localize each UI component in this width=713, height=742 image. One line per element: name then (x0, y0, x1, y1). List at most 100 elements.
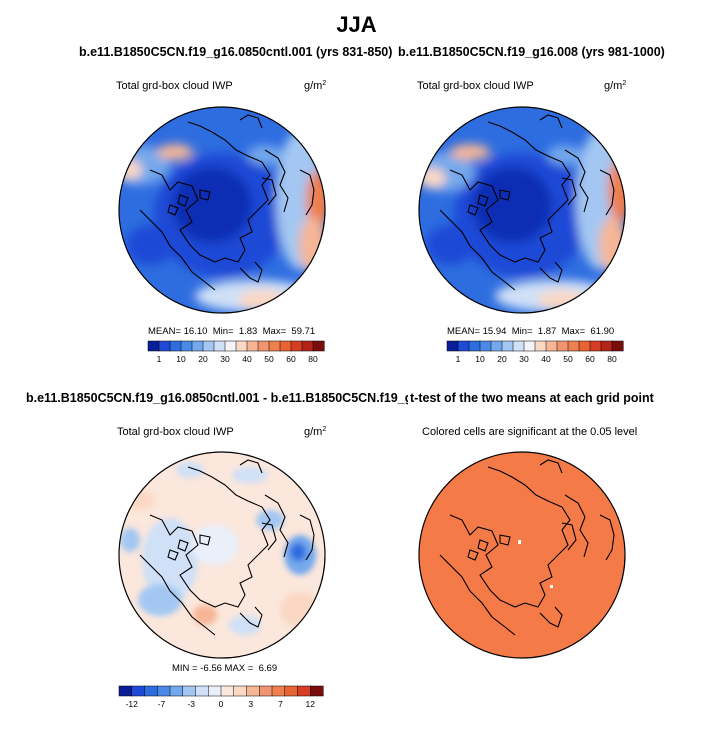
colorbar-panel3-swatch (118, 685, 133, 697)
colorbar-panel1-tick-label: 20 (198, 354, 208, 364)
colorbar-panel2-tick-label: 60 (585, 354, 595, 364)
panel2-title: b.e11.B1850C5CN.f19_g16.008 (yrs 981-100… (398, 45, 665, 59)
colorbar-panel3-swatch (284, 685, 299, 697)
colorbar-panel1-swatch (235, 340, 248, 352)
colorbar-panel3-swatch (310, 685, 324, 697)
colorbar-panel1-swatch (191, 340, 204, 352)
figure-title: JJA (336, 12, 377, 37)
colorbar-panel3-swatch (157, 685, 171, 697)
colorbar-panel2-tick-label: 50 (563, 354, 573, 364)
colorbar-panel3-tick-label: -3 (187, 699, 195, 709)
colorbar-panel1-swatch (268, 340, 281, 352)
colorbar-panel1-tick-label: 60 (286, 354, 296, 364)
colorbar-panel2-tick-label: 30 (519, 354, 529, 364)
colorbar-panel3-swatch (246, 685, 260, 697)
panel1-title: b.e11.B1850C5CN.f19_g16.0850cntl.001 (yr… (79, 45, 393, 59)
colorbar-panel3-swatch (144, 685, 158, 697)
colorbar-panel2-swatch (567, 340, 580, 352)
colorbar-panel2-tick-label: 20 (497, 354, 507, 364)
panel3-unit: g/m2 (304, 426, 327, 438)
colorbar-panel1-swatch (257, 340, 270, 352)
colorbar-panel3-swatch (259, 685, 273, 697)
colorbar-panel1-swatch (213, 340, 226, 352)
colorbar-panel1-swatch (279, 340, 292, 352)
colorbar-panel1-tick-label: 80 (308, 354, 318, 364)
colorbar-panel1-swatch (301, 340, 314, 352)
colorbar-panel3-swatch (169, 685, 184, 697)
colorbar-panel1-tick-label: 50 (264, 354, 274, 364)
colorbar-panel2-swatch (490, 340, 503, 352)
colorbar-panel2-swatch (600, 340, 613, 352)
panel4-title: t-test of the two means at each grid poi… (408, 391, 654, 405)
colorbar-panel2-tick-label: 1 (456, 354, 461, 364)
panel2-stats: MEAN= 15.94 Min= 1.87 Max= 61.90 (447, 326, 615, 337)
colorbar-panel3-tick-label: 7 (278, 699, 283, 709)
colorbar-panel1-swatch (169, 340, 182, 352)
colorbar-panel3-swatch (271, 685, 286, 697)
colorbar-panel2-swatch (556, 340, 569, 352)
colorbar-panel3-swatch (195, 685, 209, 697)
colorbar-panel3-swatch (233, 685, 248, 697)
colorbar-panel2-swatch (523, 340, 536, 352)
colorbar-panel2-swatch (545, 340, 558, 352)
coastlines-panel2 (439, 114, 615, 291)
colorbar-panel2-swatch (589, 340, 602, 352)
panel1-variable: Total grd-box cloud IWP (116, 80, 233, 92)
colorbar-panel2-swatch (468, 340, 481, 352)
colorbar-panel3-tick-label: 3 (248, 699, 253, 709)
colorbar-panel1-swatch (224, 340, 237, 352)
colorbar-panel1-tick-label: 10 (176, 354, 186, 364)
colorbar-panel2-swatch (446, 340, 459, 352)
colorbar-panel1-swatch (180, 340, 193, 352)
colorbar-panel1-tick-label: 40 (242, 354, 252, 364)
map-border-panel2 (418, 106, 626, 314)
map-panel2 (419, 107, 625, 313)
colorbar-panel2-tick-label: 80 (607, 354, 617, 364)
coastlines-panel3 (139, 459, 315, 636)
colorbar-panel3-swatch (208, 685, 222, 697)
colorbar-panel1-swatch (202, 340, 215, 352)
colorbar-panel2-swatch (457, 340, 470, 352)
colorbar-panel2-swatch (479, 340, 492, 352)
panel1-stats: MEAN= 16.10 Min= 1.83 Max= 59.71 (148, 326, 316, 337)
colorbar-panel2-swatch (534, 340, 547, 352)
colorbar-panel2: 1 10 20 30 40 50 60 80 (446, 340, 624, 364)
colorbar-panel2-tick-label: 10 (475, 354, 485, 364)
map-panel4 (419, 452, 625, 658)
colorbar-panel3-tick-label: -7 (158, 699, 166, 709)
panel3-variable: Total grd-box cloud IWP (117, 426, 234, 438)
colorbar-panel2-swatch (501, 340, 514, 352)
colorbar-panel3-swatch (182, 685, 197, 697)
colorbar-panel3-swatch (131, 685, 146, 697)
map-panel1 (119, 107, 325, 313)
colorbar-panel1-swatch (290, 340, 303, 352)
panel3-stats: MIN = -6.56 MAX = 6.69 (172, 663, 278, 674)
panel2-variable: Total grd-box cloud IWP (417, 80, 534, 92)
colorbar-panel1-tick-label: 1 (157, 354, 162, 364)
colorbar-panel1-tick-label: 30 (220, 354, 230, 364)
colorbar-panel3-swatch (297, 685, 311, 697)
colorbar-panel3-tick-label: 12 (306, 699, 316, 709)
colorbar-panel1-swatch (246, 340, 259, 352)
panel4-subtitle: Colored cells are significant at the 0.0… (422, 426, 638, 438)
colorbar-panel2-swatch (578, 340, 591, 352)
colorbar-panel2-swatch (611, 340, 624, 352)
map-panel3 (119, 452, 325, 658)
colorbar-panel3-swatch (220, 685, 235, 697)
colorbar-panel1-swatch (312, 340, 325, 352)
colorbar-panel2-tick-label: 40 (541, 354, 551, 364)
colorbar-panel2-swatch (512, 340, 525, 352)
colorbar-panel3-tick-label: -12 (126, 699, 139, 709)
coastlines-panel1 (139, 114, 315, 291)
map-border-panel1 (118, 106, 326, 314)
colorbar-panel3: -12 -7 -3 0 3 7 12 (118, 685, 324, 709)
colorbar-panel3-tick-label: 0 (219, 699, 224, 709)
panel3-title: b.e11.B1850C5CN.f19_g16.0850cntl.001 - b… (26, 391, 451, 405)
colorbar-panel1-swatch (158, 340, 171, 352)
colorbar-panel1-swatch (147, 340, 160, 352)
colorbar-panel1: 1 10 20 30 40 50 60 80 (147, 340, 325, 364)
map-border-panel4 (418, 451, 626, 659)
panel1-unit: g/m2 (304, 80, 327, 92)
panel2-unit: g/m2 (604, 80, 627, 92)
